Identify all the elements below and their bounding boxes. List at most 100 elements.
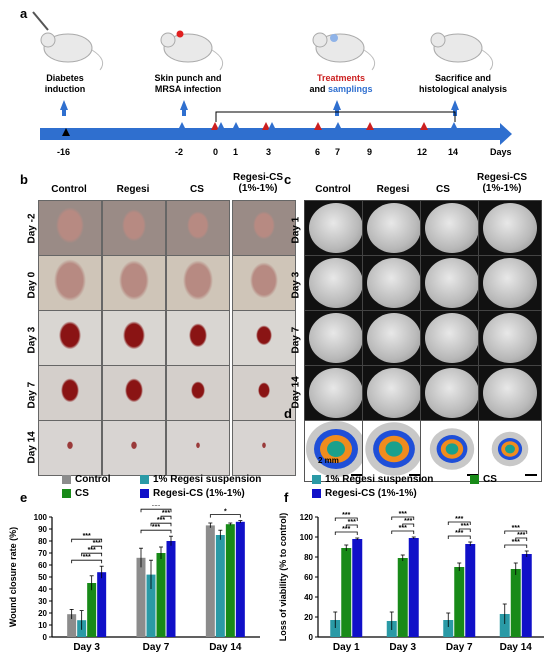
- mouse-icon: [160, 30, 224, 71]
- c-col-regesi-cs: Regesi-CS (1%-1%): [476, 172, 527, 194]
- contour-svg: [429, 428, 479, 476]
- significance-label: ***: [83, 554, 91, 561]
- tick-label: 1: [233, 147, 239, 157]
- x-tick-label: Day 3: [73, 642, 100, 653]
- c-row-label: Day 7: [290, 326, 302, 354]
- bar: [87, 583, 97, 637]
- y-tick-label: 60: [38, 561, 47, 570]
- significance-label: ***: [152, 524, 160, 531]
- petri-dish: [420, 365, 484, 421]
- chart-wound-closure: 0 10 20 30 40 50 60 70 80 90 100 Wound closure rate…: [8, 505, 260, 653]
- bar: [205, 525, 215, 637]
- legend-swatch: [62, 474, 71, 484]
- wound-photo: [232, 255, 296, 311]
- wound-photo: [232, 420, 296, 476]
- significance-label: ***: [348, 519, 356, 526]
- wound-photo: [232, 200, 296, 256]
- contour-svg: [306, 421, 366, 477]
- bar: [408, 538, 419, 637]
- significance-bracket: [81, 552, 103, 557]
- wound-photo: [166, 310, 230, 366]
- significance-label: ***: [83, 533, 91, 540]
- wound-contour: [304, 420, 368, 482]
- samplings-label: samplings: [328, 84, 373, 94]
- wound-contour: [362, 420, 426, 482]
- legend-swatch: [312, 488, 321, 498]
- wound-photo: [38, 420, 102, 476]
- petri-dish: [420, 200, 484, 256]
- petri-dish: [304, 310, 368, 366]
- bar: [330, 620, 341, 637]
- petri-dish: [362, 200, 426, 256]
- y-tick-label: 100: [34, 513, 48, 522]
- significance-label: ***: [399, 525, 407, 532]
- bar: [510, 569, 521, 637]
- petri-dish: [304, 255, 368, 311]
- significance-label: ***: [157, 517, 165, 524]
- wound-photo: [102, 420, 166, 476]
- significance-label: *: [224, 509, 227, 516]
- petri-dish: [362, 255, 426, 311]
- bar: [454, 567, 465, 637]
- petri-dish: [478, 310, 542, 366]
- y-axis-label: Wound closure rate (%): [8, 527, 18, 627]
- b-row-label: Day 7: [26, 381, 38, 409]
- c-row-label: Day 14: [290, 376, 302, 409]
- up-arrow-icons: [60, 100, 459, 116]
- significance-bracket: [140, 529, 172, 534]
- bar: [465, 544, 476, 637]
- legend-label: 1% Regesi suspension: [325, 474, 434, 485]
- contour-svg: [491, 431, 537, 476]
- significance-bracket: [402, 523, 415, 527]
- significance-label: ***: [88, 547, 96, 554]
- y-tick-label: 80: [38, 537, 47, 546]
- event-treatments: Treatments and samplings: [296, 73, 386, 95]
- significance-bracket: [91, 545, 103, 550]
- y-tick-label: 50: [38, 573, 47, 582]
- petri-dish: [304, 200, 368, 256]
- significance-label: ***: [399, 511, 407, 518]
- event-skin-punch: Skin punch and MRSA infection: [154, 73, 222, 94]
- petri-plate: [367, 203, 421, 253]
- legend-entry: 1% Regesi suspension: [312, 474, 433, 485]
- y-tick-label: 20: [38, 609, 47, 618]
- significance-label: ***: [461, 523, 469, 530]
- x-tick-label: Day 1: [333, 642, 360, 653]
- wound-contour: [478, 420, 542, 482]
- panel-label-b: b: [20, 172, 28, 187]
- y-tick-label: 0: [43, 633, 48, 642]
- legend-entry: Regesi-CS (1%-1%): [140, 488, 245, 499]
- significance-bracket: [209, 514, 241, 518]
- significance-label: ***: [512, 525, 520, 532]
- legend-swatch: [312, 474, 321, 484]
- legend-swatch: [140, 488, 149, 498]
- wound-photo: [166, 255, 230, 311]
- panel-label-f: f: [284, 490, 289, 505]
- bar: [499, 614, 510, 637]
- wound-contour: [420, 420, 484, 482]
- panel-label-e: e: [20, 490, 28, 505]
- wound-photo: [232, 310, 296, 366]
- tick-label: 12: [417, 147, 428, 157]
- petri-plate: [367, 313, 421, 363]
- tick-label: 14: [448, 147, 459, 157]
- x-tick-label: Day 14: [500, 642, 533, 653]
- bar: [341, 548, 352, 637]
- timeline-mice: [32, 11, 512, 145]
- significance-label: ***: [93, 540, 101, 547]
- bar: [97, 572, 107, 637]
- wound-photo: [102, 200, 166, 256]
- x-tick-label: Day 7: [446, 642, 473, 653]
- b-col-regesi-cs: Regesi-CS (1%-1%): [232, 172, 283, 194]
- wound-photo: [166, 200, 230, 256]
- legend-entry: Control: [62, 474, 111, 485]
- panel-label-c: c: [284, 172, 292, 187]
- significance-bracket: [140, 508, 172, 513]
- petri-plate: [425, 313, 479, 363]
- bar: [136, 557, 146, 637]
- petri-plate: [425, 258, 479, 308]
- panel-label-a: a: [20, 6, 28, 21]
- c-row-label: Day 3: [290, 271, 302, 299]
- b-row-label: Day -2: [26, 213, 38, 244]
- y-tick-label: 90: [38, 525, 47, 534]
